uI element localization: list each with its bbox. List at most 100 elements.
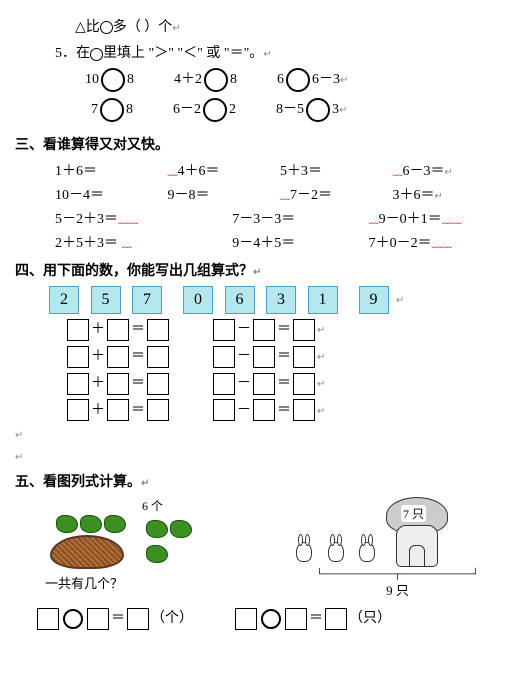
sec4-title: 四、用下面的数，你能写出几组算式？ [15,264,253,279]
blank-circle[interactable] [261,609,281,629]
expr: 9－0＋1＝ [379,212,442,227]
blank-circle[interactable] [203,98,227,122]
blank-square[interactable] [87,608,109,630]
blank-square[interactable] [253,399,275,421]
sec3-row4: 2＋5＋3＝ ﹏ 9－4＋5＝ 7＋0－2＝﹏﹏ [55,232,505,252]
sec3-row1: 1＋6＝ ﹏4＋6＝ 5＋3＝ ﹏6－3＝↵ [55,160,505,180]
enter-mark: ↵ [340,76,348,87]
blank-square[interactable] [67,399,89,421]
blank-square[interactable] [67,319,89,341]
eq: ＝ [111,611,125,626]
eq: ＝ [309,611,323,626]
blank-square[interactable] [107,346,129,368]
eq-row: ＋＝－＝↵ [65,399,505,422]
val: 4＋2 [174,73,202,88]
blank-square[interactable] [253,346,275,368]
val: 10 [85,73,99,88]
val: 8 [127,73,134,88]
val: 6－3 [312,73,340,88]
expr: 7－2＝ [290,188,332,203]
blank-square[interactable] [147,346,169,368]
blank-square[interactable] [253,373,275,395]
blank-square[interactable] [293,373,315,395]
brace-icon: └──────────┬──────────┘ [290,569,505,580]
blank-circle[interactable] [100,98,124,122]
val: 8 [126,103,133,118]
val: 3 [332,103,339,118]
expr: 2＋5＋3＝ [55,236,118,251]
blank-square[interactable] [253,319,275,341]
enter-mark: ↵ [172,23,180,34]
val: 6－2 [173,103,201,118]
num-box: 5 [91,286,121,314]
blank-square[interactable] [147,319,169,341]
blank-square[interactable] [213,399,235,421]
blank-circle[interactable] [306,98,330,122]
sec5-left-eq: ＝ （个） [35,607,193,630]
blank-square[interactable] [293,399,315,421]
blank-square[interactable] [107,399,129,421]
blank-square[interactable] [127,608,149,630]
blank-circle[interactable] [204,68,228,92]
bunnies [290,542,381,567]
top-compare-line: △比多（ ）个↵ [15,16,505,36]
expr: 9－8＝ [168,184,281,204]
sec5-title: 五、看图列式计算。 [15,475,141,490]
num-box: 3 [266,286,296,314]
blank-square[interactable] [147,399,169,421]
triangle-icon: △ [75,19,86,36]
number-boxes: 2 5 7 0 6 3 1 9 ↵ [45,286,505,314]
blank-square[interactable] [213,373,235,395]
expr: 9－4＋5＝ [232,232,368,252]
red-wave: ﹏ [122,239,132,250]
expr: 10－4＝ [55,184,168,204]
hollow-circle-icon [100,21,113,34]
blank-square[interactable] [235,608,257,630]
enter-mark: ↵ [339,106,347,117]
blank-square[interactable] [37,608,59,630]
num-box: 0 [183,286,213,314]
q5-row1: 10 8 4＋2 8 6 6－3↵ [85,68,505,92]
val: 8 [230,73,237,88]
q5-mid: 里填上 "＞" "＜" 或 "＝"。 [103,46,263,61]
expr: 7－3－3＝ [232,208,368,228]
blank-square[interactable] [67,373,89,395]
num-box: 1 [308,286,338,314]
q5-prefix: 5．在 [55,46,90,61]
blank-square[interactable] [293,319,315,341]
unit: （个） [151,611,193,626]
blank-square[interactable] [67,346,89,368]
val: 7 [91,103,98,118]
q5-row2: 78 6－22 8－53↵ [91,98,505,122]
blank-square[interactable] [325,608,347,630]
blank-square[interactable] [213,319,235,341]
basket-icon [45,514,145,569]
num-box: 6 [225,286,255,314]
eq-row: ＋＝－＝↵ [65,345,505,368]
mushroom-house-icon: 7 只 [381,497,451,567]
blank-circle[interactable] [101,68,125,92]
sec5-left-label: 6 个 [45,497,260,514]
val: 6 [277,73,284,88]
blank-square[interactable] [285,608,307,630]
blank-square[interactable] [107,319,129,341]
blank-circle[interactable] [286,68,310,92]
expr: 5＋3＝ [280,160,393,180]
sec3-row3: 5－2＋3＝﹏﹏ 7－3－3＝ ﹏9－0＋1＝﹏﹏ [55,208,505,228]
enter-mark: ↵ [263,49,271,60]
red-wave: ﹏ [369,215,379,226]
blank-circle[interactable] [63,609,83,629]
expr: 1＋6＝ [55,160,168,180]
blank-square[interactable] [107,373,129,395]
blank-square[interactable] [147,373,169,395]
num-box: 9 [359,286,389,314]
sec5-left-question: 一共有几个？ [45,573,260,592]
val: 8－5 [276,103,304,118]
expr: 5－2＋3＝ [55,212,118,227]
eq-row: ＋＝－＝↵ [65,372,505,395]
blank-square[interactable] [213,346,235,368]
blank-square[interactable] [293,346,315,368]
hollow-circle-icon [90,48,103,61]
red-wave: ﹏ [393,167,403,178]
text: 多（ ）个 [113,20,173,35]
